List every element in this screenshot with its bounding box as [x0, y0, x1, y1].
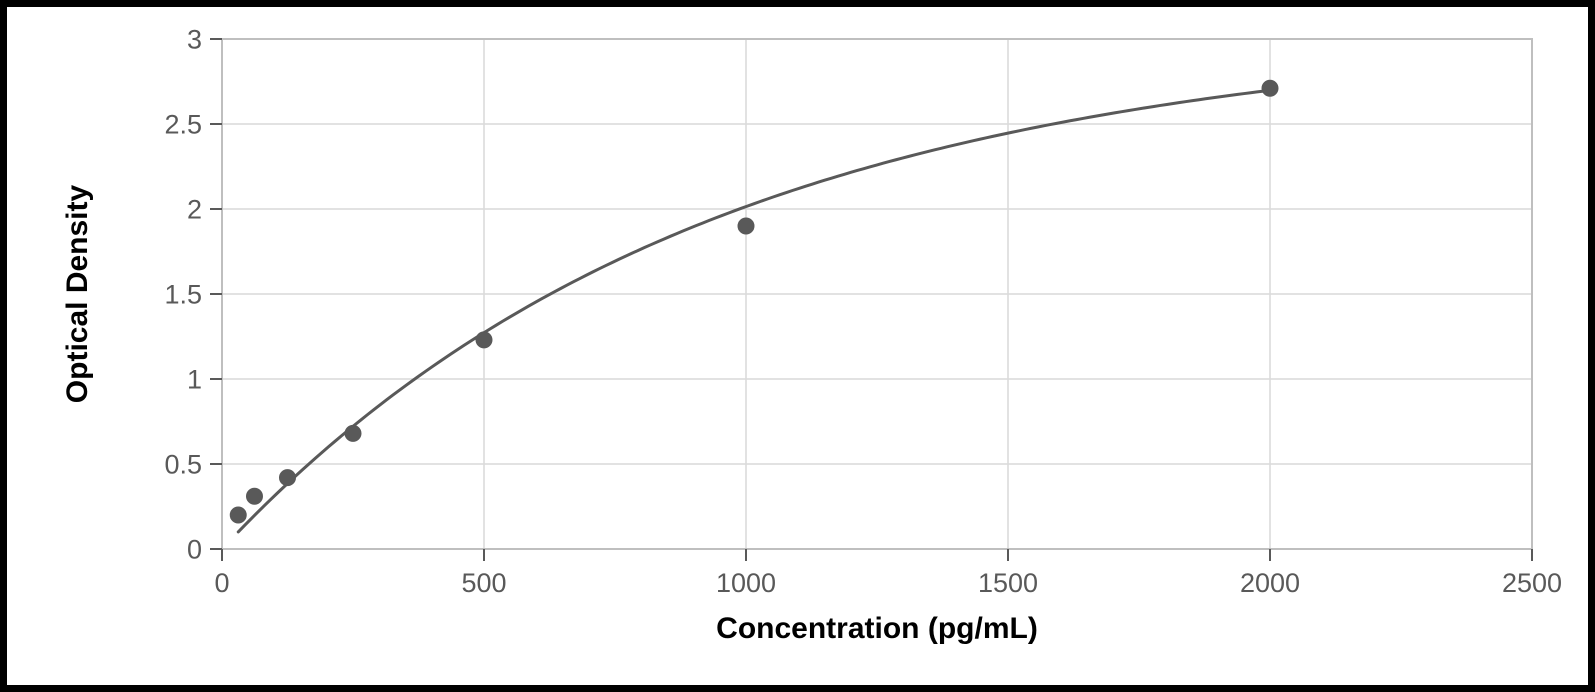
x-axis-label: Concentration (pg/mL): [716, 612, 1038, 645]
x-tick-label: 1000: [716, 568, 776, 598]
y-tick-label: 3: [187, 27, 202, 54]
x-tick-label: 1500: [978, 568, 1038, 598]
chart-svg: 0 500 1000 1500 2000 2500 0 0.5 1 1.5 2 2.5 3 Concent…: [47, 27, 1562, 679]
data-point: [738, 218, 754, 234]
data-point: [345, 425, 361, 441]
data-point: [476, 332, 492, 348]
y-tick-label: 0.5: [164, 449, 202, 479]
x-tick-label: 500: [461, 568, 506, 598]
y-tick-label: 2: [187, 194, 202, 224]
y-tick-label: 1: [187, 364, 202, 394]
y-axis-label: Optical Density: [61, 184, 94, 403]
chart-frame: 0 500 1000 1500 2000 2500 0 0.5 1 1.5 2 2.5 3 Concent…: [0, 0, 1595, 692]
y-tick-label: 0: [187, 534, 202, 564]
x-tick-label: 0: [214, 568, 229, 598]
data-point: [1262, 80, 1278, 96]
x-tick-label: 2500: [1502, 568, 1562, 598]
data-point: [280, 470, 296, 486]
y-tick-label: 1.5: [164, 279, 202, 309]
data-point: [246, 488, 262, 504]
data-point: [230, 507, 246, 523]
x-tick-label: 2000: [1240, 568, 1300, 598]
y-tick-label: 2.5: [164, 109, 202, 139]
chart-container: 0500100015002000250000.511.522.53Concent…: [47, 27, 1548, 665]
